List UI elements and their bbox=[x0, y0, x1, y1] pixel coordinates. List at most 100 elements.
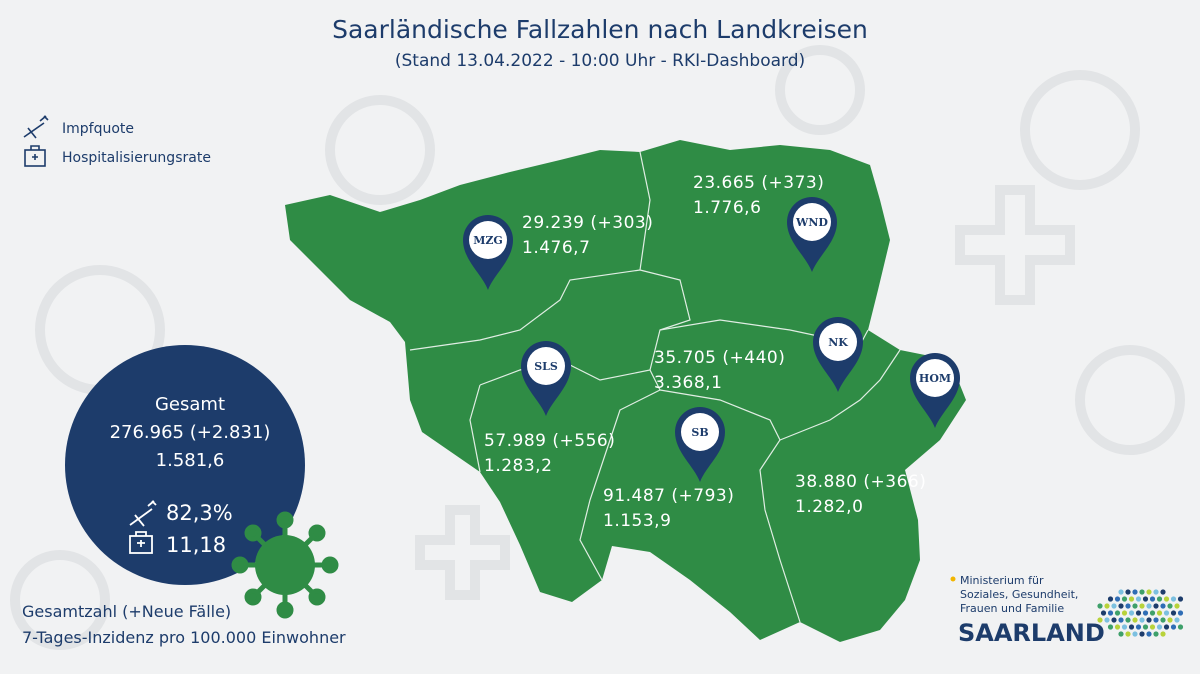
summary-vaccination: 82,3% bbox=[166, 501, 233, 525]
logo-dot bbox=[1160, 631, 1166, 637]
logo-dot bbox=[1177, 610, 1184, 616]
logo-dot bbox=[1142, 596, 1149, 602]
pin-head bbox=[681, 413, 719, 451]
pin-head bbox=[819, 323, 857, 361]
logo-dot bbox=[1125, 617, 1131, 623]
district-cases: 29.239 (+303) bbox=[522, 213, 653, 233]
logo-dot bbox=[1142, 624, 1149, 630]
summary-incidence: 1.581,6 bbox=[156, 450, 225, 471]
logo-dot bbox=[1114, 624, 1121, 630]
logo-dot bbox=[1111, 603, 1117, 609]
pin-code: SB bbox=[691, 426, 708, 439]
logo-dot bbox=[1139, 631, 1145, 637]
logo-dot bbox=[1139, 589, 1145, 595]
summary-circle bbox=[65, 345, 305, 585]
logo-dot bbox=[1107, 596, 1114, 602]
summary-cases: 276.965 (+2.831) bbox=[110, 422, 271, 443]
logo-dot bbox=[1121, 596, 1128, 602]
district-cases: 23.665 (+373) bbox=[693, 173, 824, 193]
legend-icons bbox=[23, 115, 49, 167]
logo-dot bbox=[1118, 603, 1124, 609]
pin-code: SLS bbox=[534, 360, 558, 373]
district-incidence: 3.368,1 bbox=[654, 373, 722, 393]
logo-dot bbox=[1177, 624, 1184, 630]
pin-code: NK bbox=[828, 336, 848, 349]
district-cases: 57.989 (+556) bbox=[484, 431, 615, 451]
logo-dot bbox=[1174, 603, 1180, 609]
logo-dot bbox=[1160, 589, 1166, 595]
logo-dot bbox=[1160, 603, 1166, 609]
logo-dot bbox=[1132, 617, 1138, 623]
pin-code: HOM bbox=[919, 372, 951, 385]
footnote: Gesamtzahl (+Neue Fälle) bbox=[22, 602, 231, 621]
logo-dot bbox=[1107, 610, 1114, 616]
logo-dot bbox=[1107, 624, 1114, 630]
logo-dot bbox=[1167, 617, 1173, 623]
logo-dot bbox=[1121, 610, 1128, 616]
logo-dot bbox=[1139, 603, 1145, 609]
logo-dot bbox=[1104, 603, 1110, 609]
logo-dot bbox=[1149, 610, 1156, 616]
logo-dot bbox=[1156, 596, 1163, 602]
logo-dot bbox=[1153, 631, 1159, 637]
district-incidence: 1.476,7 bbox=[522, 238, 590, 258]
logo-dot bbox=[1163, 610, 1170, 616]
logo-dot bbox=[1139, 617, 1145, 623]
logo-dot bbox=[1167, 603, 1173, 609]
logo-dot bbox=[1170, 610, 1177, 616]
logo-dot bbox=[1128, 610, 1135, 616]
map-saarland bbox=[285, 140, 966, 642]
district-incidence: 1.283,2 bbox=[484, 456, 552, 476]
pin-code: WND bbox=[795, 216, 828, 229]
logo-dot bbox=[1163, 624, 1170, 630]
logo-dot bbox=[1118, 617, 1124, 623]
logo-dot bbox=[1118, 589, 1124, 595]
logo-dot bbox=[1125, 631, 1131, 637]
logo-dot bbox=[1128, 624, 1135, 630]
pin-head bbox=[527, 347, 565, 385]
subtitle: (Stand 13.04.2022 - 10:00 Uhr - RKI-Dash… bbox=[395, 51, 805, 71]
logo-dot bbox=[1132, 603, 1138, 609]
logo-dot bbox=[1170, 624, 1177, 630]
logo-dot bbox=[1146, 589, 1152, 595]
logo-dot bbox=[1149, 624, 1156, 630]
pin-head bbox=[916, 359, 954, 397]
district-labels: 29.239 (+303) 1.476,7 23.665 (+373) 1.776,6… bbox=[484, 173, 926, 531]
logo-dot bbox=[1132, 589, 1138, 595]
logo-dot bbox=[1174, 617, 1180, 623]
logo-dot bbox=[1111, 617, 1117, 623]
summary-label: Gesamt bbox=[155, 394, 225, 415]
logo-dot bbox=[1156, 610, 1163, 616]
summary-hospitalization: 11,18 bbox=[166, 533, 226, 557]
legend-label: Impfquote bbox=[62, 121, 134, 137]
logo-dot bbox=[1153, 603, 1159, 609]
virus-icon bbox=[231, 511, 339, 619]
logo-dot bbox=[1149, 596, 1156, 602]
logo-dot bbox=[1121, 624, 1128, 630]
logo-dot bbox=[1128, 596, 1135, 602]
logo-text: Frauen und Familie bbox=[960, 602, 1064, 615]
logo-dot bbox=[1156, 624, 1163, 630]
pin-code: MZG bbox=[473, 234, 503, 247]
district-cases: 38.880 (+366) bbox=[795, 472, 926, 492]
logo-dot bbox=[1114, 596, 1121, 602]
logo-dot bbox=[1125, 589, 1131, 595]
logo-dot bbox=[1135, 624, 1142, 630]
district-incidence: 1.153,9 bbox=[603, 511, 671, 531]
logo-dot bbox=[950, 576, 956, 582]
logo-dot bbox=[1163, 596, 1170, 602]
logo-dot bbox=[1125, 603, 1131, 609]
title: Saarländische Fallzahlen nach Landkreise… bbox=[332, 15, 868, 44]
logo-dot bbox=[1118, 631, 1124, 637]
summary-icons bbox=[129, 500, 157, 554]
logo-dot bbox=[1153, 617, 1159, 623]
logo-dot bbox=[1146, 631, 1152, 637]
district-incidence: 1.282,0 bbox=[795, 497, 863, 517]
logo-dot bbox=[1097, 603, 1103, 609]
logo-dot bbox=[1146, 617, 1152, 623]
logo-dot bbox=[1132, 631, 1138, 637]
district-incidence: 1.776,6 bbox=[693, 198, 761, 218]
logo-graphic bbox=[1097, 589, 1184, 637]
logo-dot bbox=[1146, 603, 1152, 609]
